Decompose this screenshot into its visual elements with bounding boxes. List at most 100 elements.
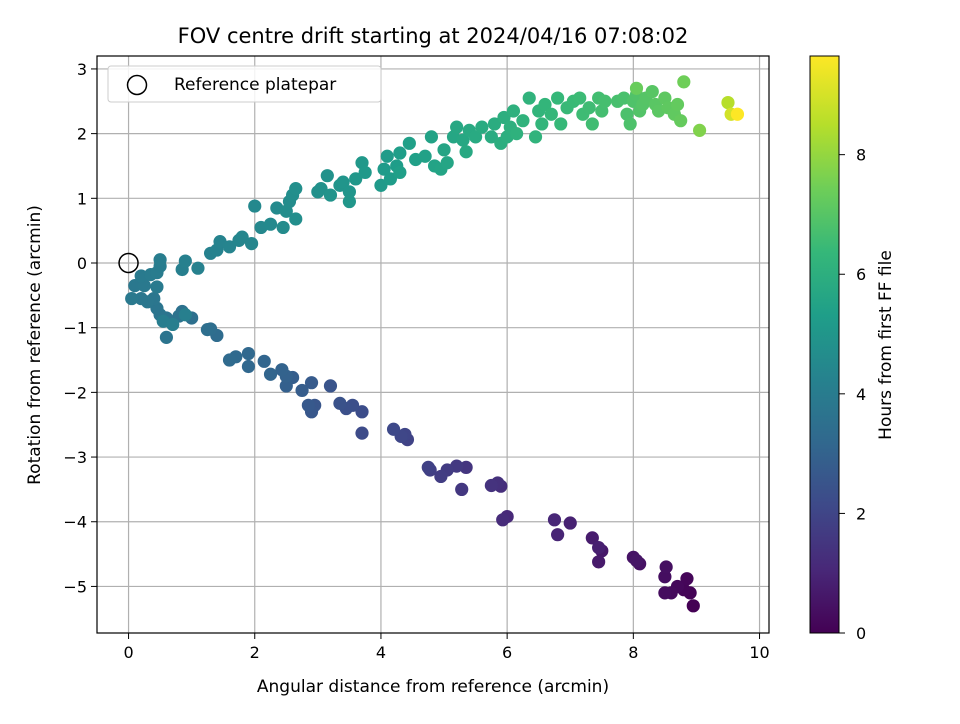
data-point <box>721 95 735 110</box>
colorbar-tick-label: 2 <box>856 504 866 523</box>
x-tick-label: 10 <box>749 643 769 662</box>
data-point <box>150 280 164 294</box>
x-tick-label: 4 <box>376 643 386 662</box>
legend: Reference platepar <box>107 65 382 103</box>
data-point <box>468 130 483 144</box>
data-point <box>166 317 180 332</box>
y-tick-label: −2 <box>63 383 87 402</box>
data-point <box>386 422 401 436</box>
data-point <box>241 359 256 374</box>
data-point <box>645 84 659 99</box>
data-point <box>573 91 587 105</box>
legend-label: Reference platepar <box>174 75 336 95</box>
data-point <box>510 127 524 141</box>
colorbar-gradient <box>809 55 840 634</box>
x-axis-ticks: 0 2 4 6 8 10 <box>123 633 770 662</box>
data-point <box>592 555 606 569</box>
x-tick-label: 2 <box>250 643 260 662</box>
data-point <box>487 117 502 131</box>
data-point <box>670 97 685 112</box>
data-point <box>393 146 407 160</box>
data-point <box>516 114 530 128</box>
colorbar: 0 2 4 6 8 Hours from first FF file <box>809 55 896 643</box>
y-tick-label: −4 <box>63 513 87 532</box>
colorbar-tick-label: 8 <box>856 146 866 165</box>
data-point <box>629 81 644 95</box>
data-point <box>680 572 694 586</box>
y-tick-label: −3 <box>63 448 87 467</box>
data-point <box>355 405 369 419</box>
data-point <box>200 323 215 337</box>
data-point <box>153 253 167 267</box>
data-point <box>434 469 448 484</box>
x-tick-label: 6 <box>502 643 512 662</box>
colorbar-tick-label: 0 <box>856 624 866 643</box>
data-point <box>437 143 451 157</box>
data-point <box>235 230 249 244</box>
data-point <box>355 426 369 440</box>
data-point <box>342 194 356 209</box>
data-point <box>538 97 552 112</box>
y-tick-label: 2 <box>77 125 87 144</box>
data-point <box>241 346 256 361</box>
data-point <box>440 156 454 170</box>
data-point <box>191 261 205 275</box>
data-point <box>304 376 319 390</box>
legend-box <box>107 65 382 103</box>
chart-title: FOV centre drift starting at 2024/04/16 … <box>178 24 689 48</box>
data-point <box>455 482 469 496</box>
data-point <box>629 553 644 568</box>
data-point <box>450 120 464 134</box>
data-point <box>320 169 334 183</box>
data-point <box>563 516 577 530</box>
data-point <box>276 220 290 235</box>
data-point <box>342 185 356 199</box>
data-point <box>592 541 606 555</box>
data-point <box>497 110 511 125</box>
data-point <box>598 94 612 108</box>
data-point <box>484 130 498 144</box>
data-point <box>551 91 565 105</box>
data-point <box>677 75 691 89</box>
data-points <box>125 75 745 613</box>
data-point <box>358 165 372 180</box>
data-point <box>333 396 347 410</box>
data-point <box>424 130 439 144</box>
y-tick-label: 1 <box>77 189 87 208</box>
x-tick-label: 8 <box>628 643 638 662</box>
data-point <box>178 254 192 268</box>
data-point <box>314 182 328 196</box>
data-point <box>323 379 338 393</box>
data-point <box>582 101 596 115</box>
data-point <box>134 291 148 306</box>
data-point <box>222 353 237 367</box>
data-point <box>349 172 363 186</box>
data-point <box>535 117 549 131</box>
y-tick-label: 3 <box>77 60 87 79</box>
data-point <box>686 599 700 613</box>
colorbar-tick-label: 6 <box>856 265 866 284</box>
data-point <box>585 531 599 545</box>
data-point <box>377 162 391 176</box>
colorbar-label: Hours from first FF file <box>876 250 896 440</box>
data-point <box>275 363 289 377</box>
data-point <box>257 354 271 368</box>
data-point <box>295 383 309 398</box>
data-point <box>674 114 688 128</box>
data-point <box>544 107 558 121</box>
data-point <box>547 513 562 527</box>
data-point <box>528 130 543 144</box>
data-point <box>279 204 293 218</box>
data-point <box>336 175 350 189</box>
data-point <box>418 149 432 163</box>
data-point <box>289 212 303 226</box>
data-point <box>554 117 568 131</box>
data-point <box>659 560 673 574</box>
data-point <box>623 117 637 131</box>
data-point <box>301 398 315 412</box>
data-point <box>522 91 536 105</box>
data-point <box>456 133 470 147</box>
data-point <box>263 367 278 381</box>
data-point <box>383 172 398 186</box>
